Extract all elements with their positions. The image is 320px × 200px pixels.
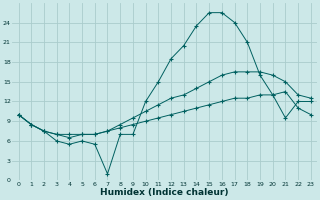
X-axis label: Humidex (Indice chaleur): Humidex (Indice chaleur) <box>100 188 229 197</box>
